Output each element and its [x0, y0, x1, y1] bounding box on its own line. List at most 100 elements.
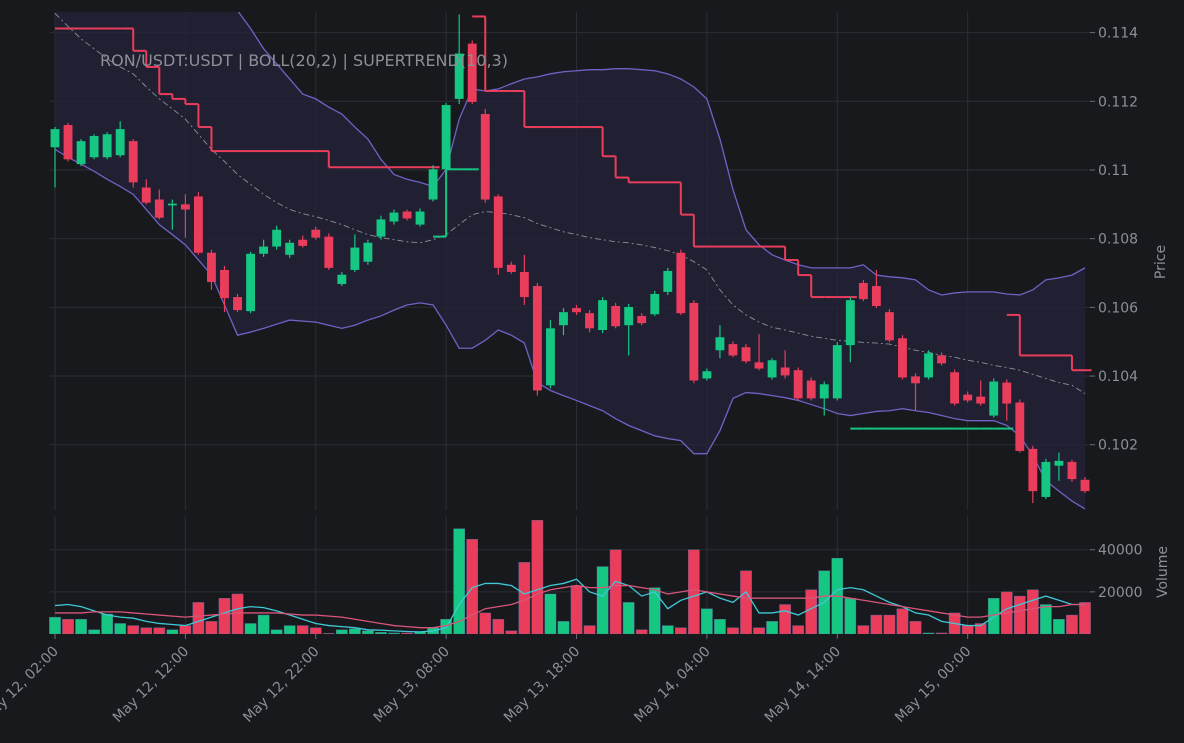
y-axis-label: Price [1153, 245, 1169, 279]
volume-bar [714, 619, 726, 634]
volume-bar [218, 597, 231, 634]
volume-bar [349, 628, 361, 634]
volume-bar [296, 625, 309, 634]
volume-bar [1027, 589, 1039, 634]
volume-bar [88, 629, 100, 634]
candle-body [454, 53, 464, 99]
candle-body [220, 269, 229, 299]
candle-body [663, 270, 673, 292]
volume-bar [844, 597, 857, 634]
candle-body [989, 381, 999, 416]
candle-body [924, 353, 933, 378]
volume-bar [114, 623, 126, 634]
volume-bar [231, 593, 244, 634]
volume-bar [1040, 604, 1052, 634]
candle-body [76, 141, 86, 165]
volume-bar [309, 627, 322, 634]
volume-bar [766, 621, 778, 634]
volume-bar [688, 549, 700, 634]
candle-body [911, 376, 920, 384]
candle-body [141, 187, 151, 203]
volume-bar [62, 619, 74, 634]
y-tick-label: 0.102 [1098, 438, 1138, 454]
volume-bar [935, 632, 948, 634]
y-tick-label: 20000 [1098, 585, 1143, 601]
candle-body [793, 370, 803, 399]
candle-body [167, 203, 177, 206]
candle-body [1054, 460, 1064, 466]
volume-bar [127, 625, 140, 634]
volume-bar [166, 629, 179, 634]
volume-bar [283, 625, 296, 634]
volume-bar [635, 629, 648, 634]
candle-body [937, 355, 947, 364]
candle-body [611, 305, 621, 327]
y-tick-label: 40000 [1098, 543, 1143, 559]
volume-bar [466, 538, 479, 634]
candle-body [402, 211, 412, 219]
volume-bar [1014, 595, 1026, 634]
candle-body [845, 300, 855, 346]
volume-bar [727, 627, 739, 634]
volume-bar [870, 614, 883, 634]
volume-bar [622, 602, 635, 634]
candle-body [363, 242, 373, 262]
candle-body [324, 236, 334, 268]
y-tick-label: 0.108 [1098, 232, 1138, 248]
candle-body [702, 371, 712, 379]
volume-bar [1066, 614, 1078, 634]
indicator-line [55, 584, 1085, 629]
indicator-line [237, 12, 1086, 296]
candle-body [89, 135, 99, 158]
candle-body [689, 302, 699, 381]
candle-body [441, 105, 451, 170]
y-tick-label: 0.11 [1098, 163, 1129, 179]
candle-body [233, 297, 242, 311]
volume-bar [675, 627, 687, 634]
candle-body [741, 347, 751, 362]
candle-body [128, 141, 138, 183]
volume-bar [857, 625, 870, 634]
volume-bar [609, 549, 622, 634]
volume-bar [740, 570, 752, 634]
volume-bar [453, 528, 465, 634]
volume-bar [179, 625, 192, 634]
volume-bar [544, 593, 557, 634]
volume-bar [531, 520, 544, 634]
candle-body [1041, 461, 1051, 497]
y-tick-label: 0.106 [1098, 300, 1138, 316]
volume-bar [909, 621, 922, 634]
volume-bar [753, 627, 765, 634]
volume-bar [244, 623, 257, 634]
candle-body [272, 229, 282, 247]
candle-body [832, 345, 842, 399]
volume-bar [140, 627, 153, 634]
volume-bar [779, 604, 791, 634]
candle-body [1028, 448, 1038, 492]
candle-body [519, 271, 529, 298]
volume-bar [883, 614, 896, 634]
candle-body [728, 344, 738, 356]
volume-bar [479, 612, 492, 634]
candle-body [624, 307, 634, 326]
volume-bar [570, 585, 583, 634]
volume-bar [153, 627, 166, 634]
volume-bar [583, 625, 596, 634]
volume-bar [192, 602, 205, 634]
volume-bar [961, 625, 974, 634]
candle-body [884, 312, 894, 341]
volume-bar [101, 613, 113, 634]
candle-body [298, 239, 308, 246]
candle-body [259, 246, 269, 254]
candle-body [50, 129, 60, 148]
indicator-line [54, 13, 1086, 394]
volume-bar [375, 632, 387, 634]
candle-body [546, 328, 555, 386]
volume-bar [388, 632, 400, 634]
candle-body [871, 286, 881, 306]
candle-body [480, 114, 490, 200]
candle-body [1015, 402, 1025, 451]
volume-bar [1079, 602, 1091, 634]
candle-body [337, 274, 347, 285]
candle-body [963, 394, 973, 401]
